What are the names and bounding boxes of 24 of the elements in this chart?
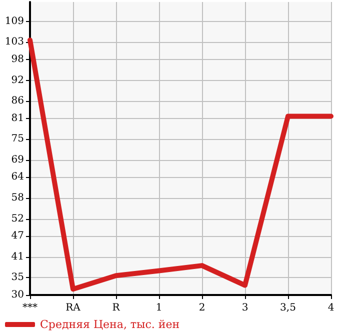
y-tick-label: 81 (11, 112, 24, 124)
legend-label: Средняя Цена, тыс. йен (40, 318, 180, 331)
y-tick-label: 64 (11, 172, 24, 183)
y-tick-label: 35 (11, 272, 24, 284)
y-tick-label: 92 (11, 74, 24, 86)
x-tick-label: *** (22, 302, 38, 314)
y-tick-label: 98 (11, 54, 24, 65)
y-tick-label: 30 (11, 290, 24, 300)
y-tick-label: 109 (4, 16, 24, 27)
y-tick-label: 86 (11, 96, 24, 107)
y-tick-label: 47 (11, 230, 24, 242)
x-tick-label: 3 (242, 302, 248, 314)
x-tick-label: 2 (198, 302, 206, 314)
y-tick-label: 58 (11, 192, 24, 204)
x-tick-label: 4 (328, 302, 334, 314)
y-tick-label: 41 (11, 251, 24, 262)
x-tick-label: R (112, 302, 120, 314)
x-tick-label: 1 (156, 302, 162, 314)
y-tick-label: 103 (4, 36, 24, 48)
y-tick-label: 52 (11, 213, 24, 224)
x-tick-label: RA (66, 302, 82, 314)
y-tick-label: 75 (11, 134, 24, 145)
x-tick-label: 3,5 (280, 302, 296, 314)
y-tick-label: 69 (11, 154, 24, 166)
